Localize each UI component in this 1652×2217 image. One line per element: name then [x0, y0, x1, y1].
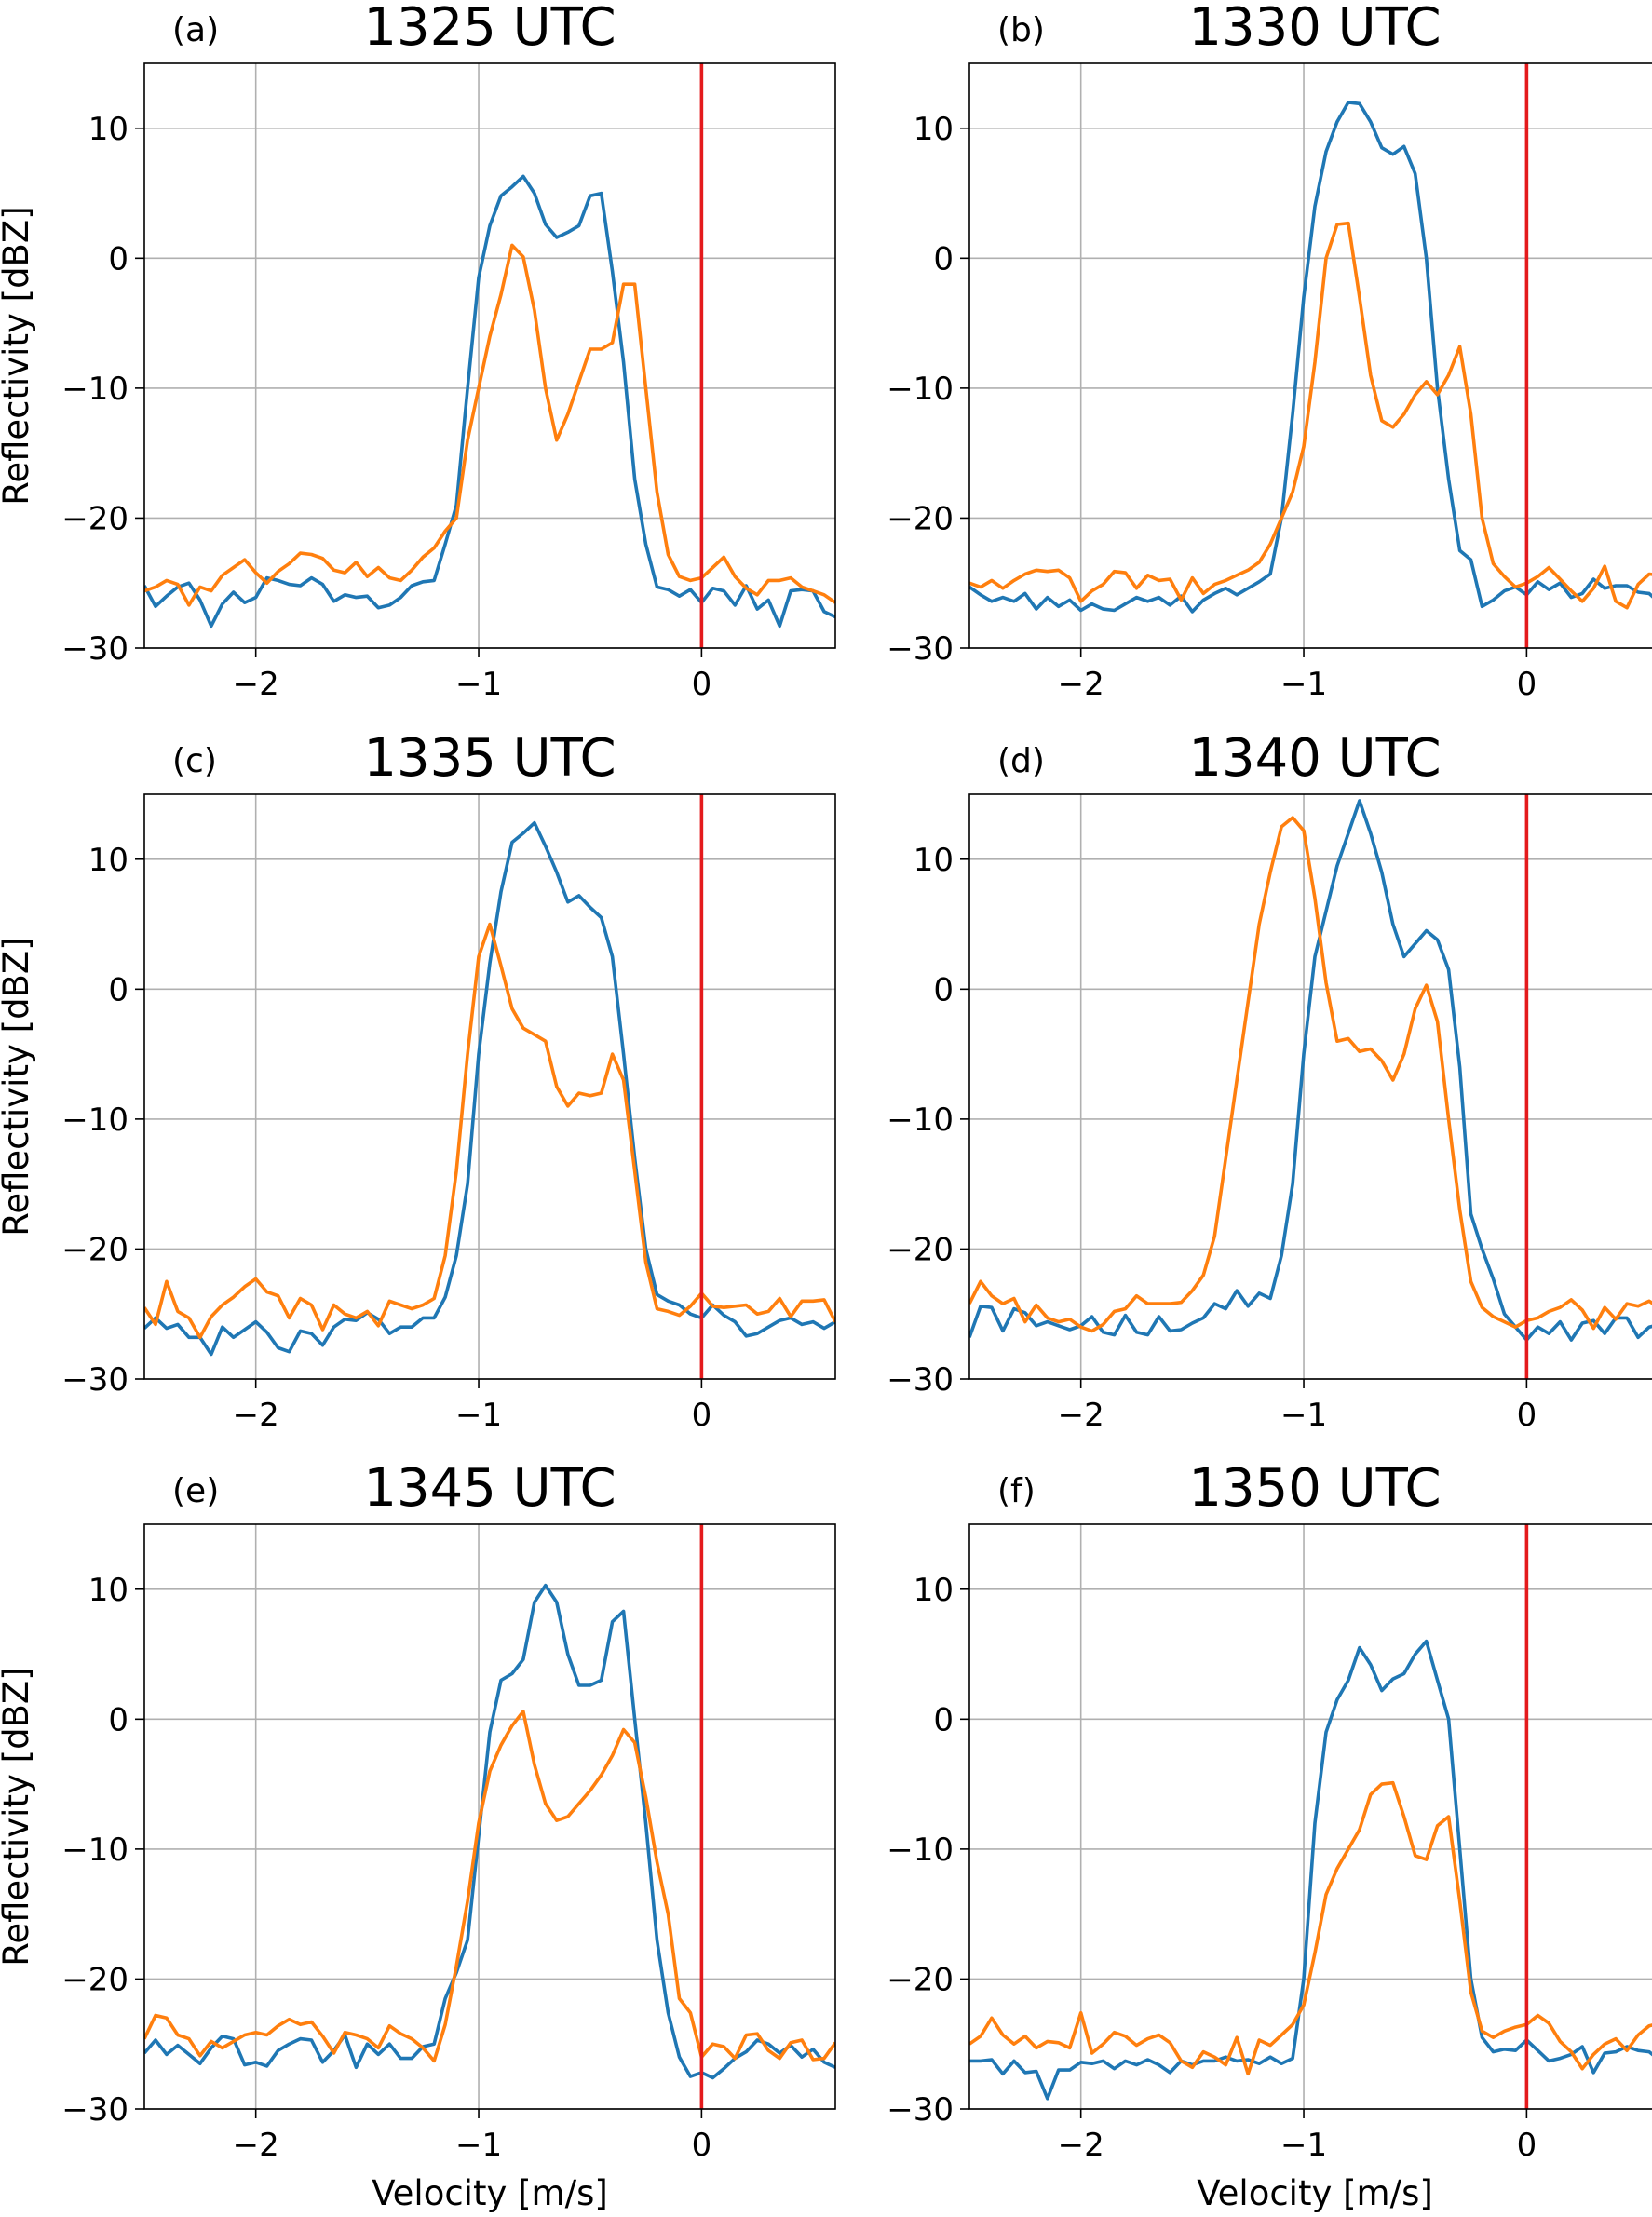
panel-title: 1345 UTC: [363, 1458, 616, 1519]
x-tick-label: −2: [233, 666, 279, 703]
y-tick-label: −30: [61, 2091, 129, 2129]
x-tick-label: −1: [1280, 1397, 1327, 1434]
y-tick-label: −30: [887, 1361, 954, 1399]
y-axis-label: Reflectivity [dBZ]: [0, 206, 36, 505]
series-line-blue: [969, 799, 1652, 1342]
series-line-orange: [144, 922, 835, 1340]
panel-letter: (a): [172, 11, 219, 49]
series-line-blue: [969, 101, 1652, 614]
panel-letter: (b): [997, 11, 1045, 49]
plot-frame: [143, 62, 836, 649]
x-tick-label: −1: [1280, 666, 1327, 703]
series-line-blue: [144, 1583, 835, 2080]
y-tick-label: −20: [887, 1961, 954, 1998]
panel-letter: (e): [172, 1472, 219, 1510]
y-tick-label: 0: [933, 971, 954, 1008]
y-tick-label: −30: [61, 630, 129, 668]
y-tick-label: −20: [61, 1231, 129, 1268]
x-axis-label: Velocity [m/s]: [1197, 2173, 1433, 2213]
y-tick-label: 0: [933, 240, 954, 277]
series-line-blue: [969, 1639, 1652, 2101]
y-tick-label: −20: [887, 500, 954, 537]
x-tick-label: −1: [1280, 2127, 1327, 2164]
plot-frame: [143, 1523, 836, 2110]
y-tick-label: −20: [61, 1961, 129, 1998]
x-tick-label: −2: [233, 1397, 279, 1434]
plot-frame: [968, 62, 1652, 649]
y-tick-label: −10: [887, 371, 954, 408]
y-tick-label: 10: [914, 842, 954, 879]
y-tick-label: 10: [914, 1572, 954, 1609]
y-tick-label: −10: [61, 371, 129, 408]
series-line-orange: [144, 243, 835, 607]
series-line-orange: [144, 1710, 835, 2063]
panel-letter: (d): [997, 742, 1045, 780]
y-tick-label: −10: [61, 1102, 129, 1139]
x-tick-label: −2: [1058, 2127, 1104, 2164]
panel-letter: (f): [997, 1472, 1036, 1510]
x-tick-label: 0: [692, 2127, 712, 2164]
y-tick-label: 0: [108, 1701, 129, 1738]
x-tick-label: 0: [692, 666, 712, 703]
y-tick-label: −30: [887, 2091, 954, 2129]
panel-letter: (c): [172, 742, 217, 780]
x-axis-label: Velocity [m/s]: [372, 2173, 608, 2213]
y-tick-label: −30: [887, 630, 954, 668]
x-tick-label: −1: [455, 666, 502, 703]
panel-title: 1340 UTC: [1188, 728, 1441, 789]
plot-frame: [968, 1523, 1652, 2110]
y-axis-label: Reflectivity [dBZ]: [0, 937, 36, 1236]
y-tick-label: 10: [88, 111, 129, 148]
y-tick-label: 10: [914, 111, 954, 148]
y-tick-label: −10: [887, 1102, 954, 1139]
panel-title: 1325 UTC: [363, 0, 616, 58]
x-tick-label: −2: [1058, 1397, 1104, 1434]
y-tick-label: 10: [88, 842, 129, 879]
series-line-blue: [144, 174, 835, 629]
x-tick-label: 0: [1517, 2127, 1537, 2164]
panel-title: 1335 UTC: [363, 728, 616, 789]
x-tick-label: 0: [1517, 666, 1537, 703]
y-tick-label: −30: [61, 1361, 129, 1399]
y-tick-label: 10: [88, 1572, 129, 1609]
panel-title: 1350 UTC: [1188, 1458, 1441, 1519]
y-tick-label: 0: [108, 971, 129, 1008]
series-line-blue: [144, 820, 835, 1357]
series-line-orange: [969, 816, 1652, 1333]
x-tick-label: −2: [233, 2127, 279, 2164]
x-tick-label: 0: [692, 1397, 712, 1434]
series-line-orange: [969, 221, 1652, 610]
x-tick-label: −2: [1058, 666, 1104, 703]
y-tick-label: −20: [61, 500, 129, 537]
y-tick-label: −10: [887, 1832, 954, 1869]
x-tick-label: −1: [455, 2127, 502, 2164]
y-tick-label: −10: [61, 1832, 129, 1869]
series-line-orange: [969, 1780, 1652, 2076]
y-axis-label: Reflectivity [dBZ]: [0, 1667, 36, 1966]
plot-frame: [143, 793, 836, 1380]
panel-title: 1330 UTC: [1188, 0, 1441, 58]
y-tick-label: 0: [933, 1701, 954, 1738]
y-tick-label: 0: [108, 240, 129, 277]
x-tick-label: 0: [1517, 1397, 1537, 1434]
plot-frame: [968, 793, 1652, 1380]
y-tick-label: −20: [887, 1231, 954, 1268]
x-tick-label: −1: [455, 1397, 502, 1434]
